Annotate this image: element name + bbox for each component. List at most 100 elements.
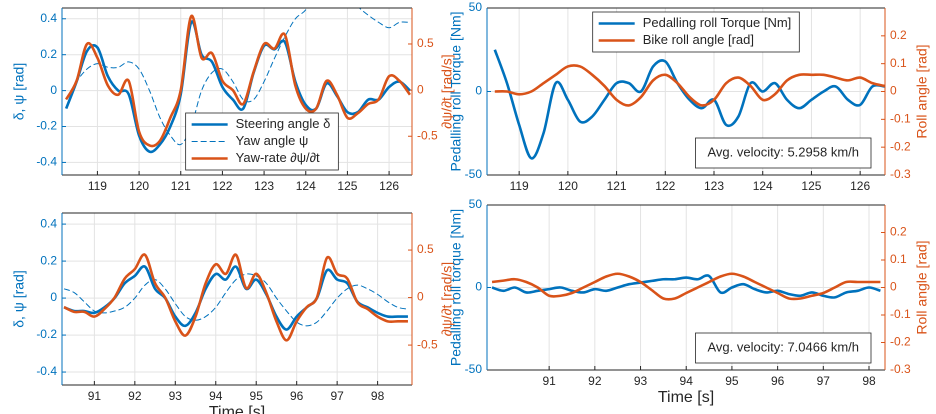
x-tick-label: 125 [337, 179, 357, 193]
data-line [64, 20, 411, 154]
x-tick-label: 122 [212, 179, 232, 193]
y-tick-label: 0.4 [40, 11, 57, 25]
x-tick-label: 93 [634, 374, 648, 388]
x-tick-label: 126 [379, 179, 399, 193]
y2-tick-label: -0.5 [417, 128, 438, 142]
x-tick-label: 124 [753, 179, 773, 193]
data-line [65, 8, 410, 146]
panel: 119 120 121 122 123 124 125 126 -0.4 -0.2 0 0.2 0.4 -… [11, 7, 455, 193]
y2-tick-label: 0 [890, 84, 897, 98]
x-tick-label: 123 [704, 179, 724, 193]
y-tick-label: 0 [475, 84, 482, 98]
y-axis-label: Pedalling roll torque [Nm] [448, 209, 464, 366]
y2-tick-label: 0.1 [890, 56, 907, 70]
y-tick-label: -0.2 [36, 327, 57, 341]
y2-tick-label: -0.3 [890, 167, 911, 181]
x-tick-label: 123 [254, 179, 274, 193]
y2-tick-label: -0.1 [890, 112, 911, 126]
y-tick-label: 50 [469, 197, 483, 211]
data-line [63, 273, 409, 327]
y-tick-label: -0.4 [36, 364, 57, 378]
legend: Pedalling roll Torque [Nm] Bike roll angl… [592, 11, 800, 53]
legend-box [592, 11, 800, 53]
y2-tick-label: -0.2 [890, 335, 911, 349]
series-group [64, 8, 411, 154]
x-tick-label: 124 [296, 179, 316, 193]
x-tick-label: 98 [371, 389, 385, 403]
y-tick-label: 0.2 [40, 47, 57, 61]
y2-axis-label: ∂ψ/∂t [rad/s] [439, 54, 455, 128]
y2-tick-label: 0.5 [417, 36, 434, 50]
x-tick-label: 91 [88, 389, 102, 403]
legend-label: Pedalling roll Torque [Nm] [643, 15, 792, 30]
y2-axis-label: Roll angle [rad] [914, 44, 930, 138]
x-tick-label: 125 [801, 179, 821, 193]
x-tick-label: 92 [128, 389, 142, 403]
y2-tick-label: 0.2 [890, 28, 907, 42]
y-tick-label: 0.4 [40, 216, 57, 230]
data-line [493, 49, 885, 160]
y-tick-label: 50 [469, 0, 483, 14]
x-tick-label: 120 [558, 179, 578, 193]
y2-tick-label: 0 [417, 290, 424, 304]
x-tick-label: 121 [171, 179, 191, 193]
x-tick-label: 119 [88, 179, 107, 193]
series-group [491, 272, 881, 301]
series-group [493, 49, 885, 160]
x-tick-label: 98 [862, 374, 876, 388]
legend: Steering angle δ Yaw angle ψ Yaw-rate ∂ψ/∂… [185, 112, 339, 171]
data-line [63, 253, 408, 342]
annotation-text: Avg. velocity: 7.0466 km/h [707, 339, 859, 354]
x-tick-label: 93 [169, 389, 183, 403]
y2-tick-label: -0.2 [890, 139, 911, 153]
y2-tick-label: -0.1 [890, 307, 911, 321]
y-axis-label: Pedalling roll Torque [Nm] [448, 11, 464, 171]
data-line [491, 272, 881, 301]
x-tick-label: 96 [290, 389, 304, 403]
x-tick-label: 126 [850, 179, 870, 193]
y-tick-label: -50 [465, 167, 483, 181]
x-tick-label: 95 [250, 389, 264, 403]
data-line [491, 274, 881, 299]
annotation: Avg. velocity: 7.0466 km/h [695, 332, 872, 364]
legend-label: Yaw angle ψ [236, 133, 309, 148]
annotation-text: Avg. velocity: 5.2958 km/h [707, 144, 859, 159]
y2-tick-label: 0 [417, 82, 424, 96]
y-tick-label: -0.4 [36, 155, 57, 169]
y-axis-label: δ, ψ [rad] [11, 63, 27, 120]
y-tick-label: 0 [50, 83, 57, 97]
x-tick-label: 91 [542, 374, 556, 388]
plot-area [62, 213, 412, 385]
x-tick-label: 94 [209, 389, 223, 403]
data-line [65, 14, 411, 148]
x-tick-label: 97 [817, 374, 831, 388]
y-tick-label: -0.2 [36, 119, 57, 133]
y-tick-label: 0 [50, 290, 57, 304]
data-line [494, 64, 885, 107]
x-tick-label: 120 [129, 179, 149, 193]
series-group [63, 253, 409, 342]
legend-label: Bike roll angle [rad] [643, 32, 754, 47]
legend-label: Yaw-rate ∂ψ/∂t [236, 150, 320, 165]
y-tick-label: 0 [475, 280, 482, 294]
x-axis-label: Time [s] [209, 404, 265, 414]
panel: 91 92 93 94 95 96 97 98 -0.4 -0.2 0 0.2 0.4 -0.5 0 0.5 δ… [11, 212, 455, 414]
y2-tick-label: 0 [890, 280, 897, 294]
y2-tick-label: -0.5 [417, 337, 438, 351]
x-axis-label: Time [s] [658, 389, 714, 406]
x-tick-label: 121 [607, 179, 627, 193]
y2-axis-label: Roll angle [rad] [914, 240, 930, 334]
annotation: Avg. velocity: 5.2958 km/h [695, 137, 872, 169]
x-tick-label: 95 [725, 374, 739, 388]
x-tick-label: 119 [510, 179, 529, 193]
x-tick-label: 96 [771, 374, 785, 388]
annotation-box [695, 137, 872, 169]
y-tick-label: -50 [465, 362, 483, 376]
y-axis-label: δ, ψ [rad] [11, 270, 27, 327]
panel: 119 120 121 122 123 124 125 126 -50 0 50 -0.3 -0.2 -0… [448, 0, 930, 193]
x-tick-label: 94 [680, 374, 694, 388]
y2-tick-label: 0.5 [417, 242, 434, 256]
legend-label: Steering angle δ [236, 116, 331, 131]
panel: 91 92 93 94 95 96 97 98 -50 0 50 -0.3 -0.2 -0.1 0 0.1 0.… [448, 197, 930, 406]
